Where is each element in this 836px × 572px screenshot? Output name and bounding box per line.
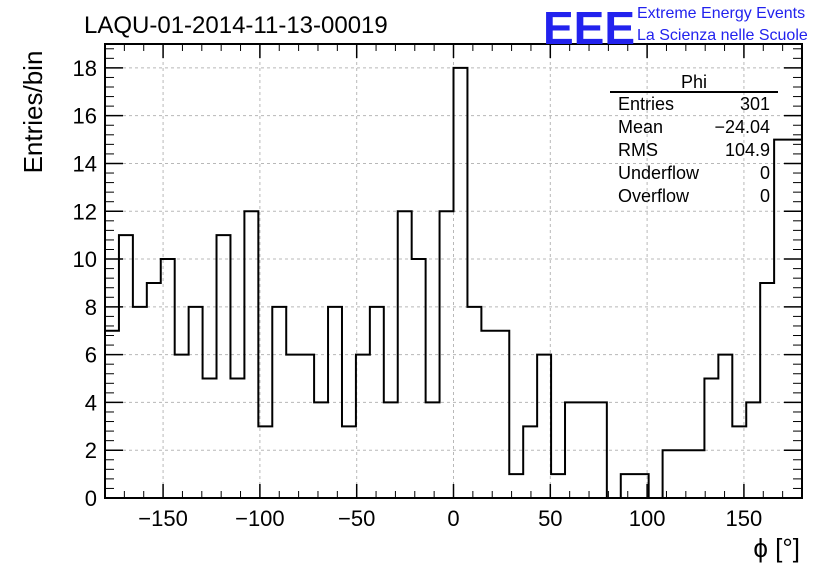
eee-logo-mark: EEE	[543, 2, 635, 54]
stats-row-value: −24.04	[714, 117, 770, 137]
stats-row-label: Mean	[618, 117, 663, 137]
stats-row-label: Overflow	[618, 186, 690, 206]
eee-logo-line2: La Scienza nelle Scuole	[637, 27, 808, 44]
x-tick-label: 150	[726, 506, 763, 531]
y-tick-label: 6	[85, 343, 97, 368]
y-tick-label: 0	[85, 486, 97, 511]
y-axis-label: Entries/bin	[18, 51, 48, 174]
stats-box: Phi Entries 301 Mean −24.04 RMS 104.9 Underflo…	[610, 72, 778, 206]
x-tick-label: −150	[138, 506, 188, 531]
stats-row-value: 0	[760, 163, 770, 183]
stats-title: Phi	[681, 72, 707, 92]
x-axis-label: ϕ [°]	[753, 533, 800, 563]
stats-row-value: 104.9	[725, 140, 770, 160]
axis-ticks	[105, 44, 802, 499]
eee-logo: EEE Extreme Energy Events La Scienza nel…	[543, 2, 808, 54]
x-tick-label: −100	[235, 506, 285, 531]
eee-logo-line1: Extreme Energy Events	[637, 5, 805, 22]
y-tick-label: 8	[85, 295, 97, 320]
y-tick-label: 10	[73, 247, 97, 272]
stats-row-value: 301	[740, 94, 770, 114]
y-tick-label: 18	[73, 56, 97, 81]
stats-row-label: Entries	[618, 94, 674, 114]
stats-row-value: 0	[760, 186, 770, 206]
y-tick-label: 2	[85, 438, 97, 463]
y-tick-label: 12	[73, 199, 97, 224]
y-tick-label: 16	[73, 104, 97, 129]
x-tick-label: −50	[338, 506, 375, 531]
stats-row-label: RMS	[618, 140, 658, 160]
y-tick-label: 14	[73, 151, 97, 176]
chart-title: LAQU-01-2014-11-13-00019	[84, 12, 388, 39]
histogram-series-line	[105, 66, 802, 499]
x-tick-label: 100	[629, 506, 666, 531]
x-tick-label: 0	[447, 506, 459, 531]
stats-rows: Entries 301 Mean −24.04 RMS 104.9 Underflow 0 Ov…	[618, 94, 770, 206]
axis-tick-labels: −150 −100 −50 0 50 100 150 0 2 4 6 8 10 12 14 16 18	[73, 56, 763, 531]
stats-row-label: Underflow	[618, 163, 700, 183]
y-tick-label: 4	[85, 390, 97, 415]
x-tick-label: 50	[538, 506, 562, 531]
